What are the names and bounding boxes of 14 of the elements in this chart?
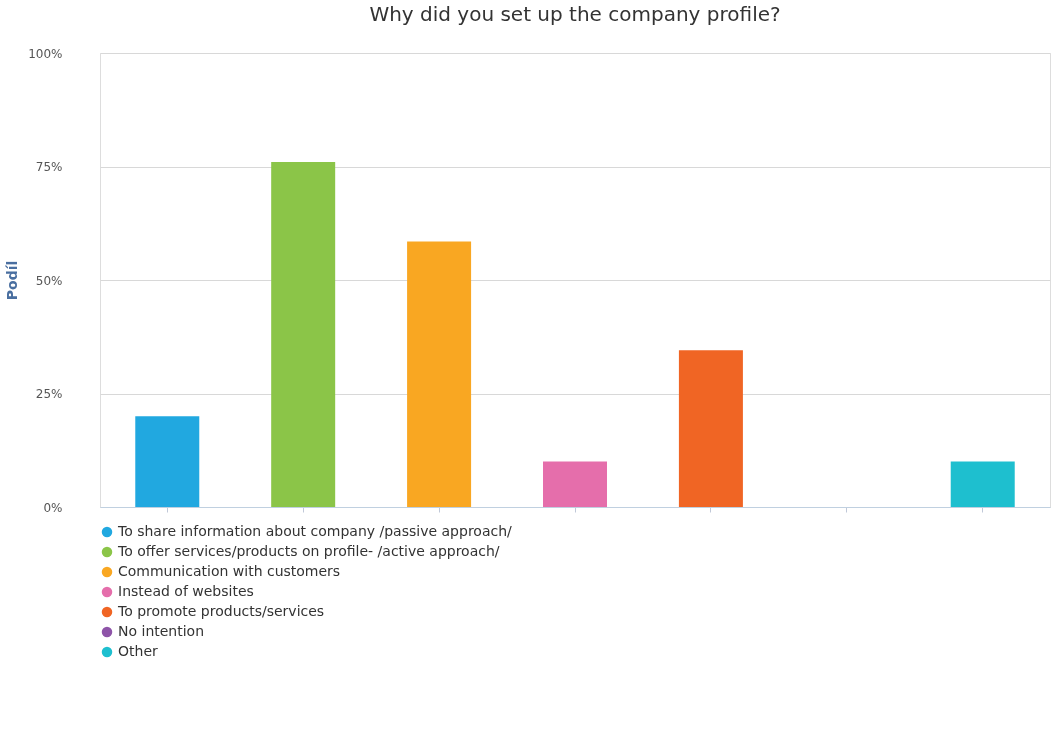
- y-tick-label: 75%: [35, 160, 63, 174]
- legend-label: To promote products/services: [117, 603, 325, 619]
- y-tick-label: 100%: [28, 46, 63, 61]
- y-tick-label: 25%: [35, 387, 63, 401]
- chart-title: Why did you set up the company profile?: [369, 2, 781, 26]
- y-tick-label: 50%: [35, 273, 63, 288]
- legend-label: Instead of websites: [118, 583, 254, 599]
- legend-label: Communication with customers: [118, 563, 341, 579]
- legend-label: No intention: [118, 623, 205, 639]
- legend-label: To share information about company /passive approach/: [117, 523, 513, 539]
- legend-label: To offer services/products on profile- /active approach/: [117, 543, 500, 559]
- y-tick-label: 0%: [43, 500, 63, 515]
- legend-label: Other: [118, 643, 158, 659]
- y-axis-title: Podíl: [4, 260, 21, 301]
